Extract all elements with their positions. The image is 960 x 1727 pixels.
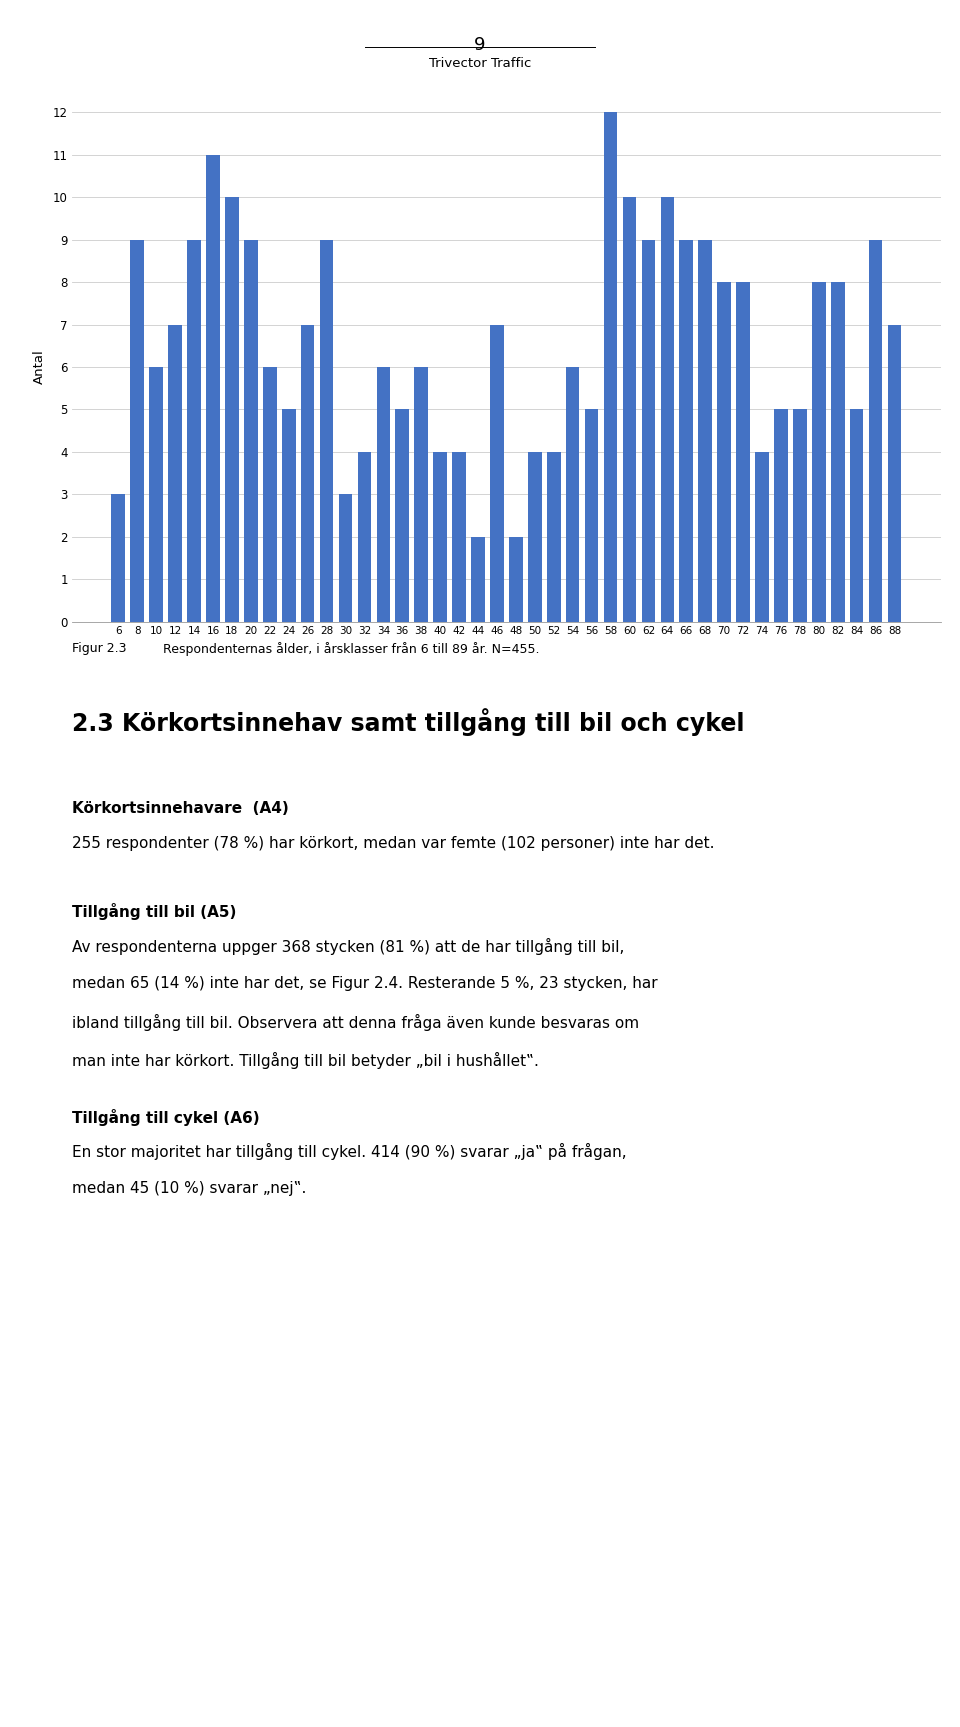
Text: Tillgång till bil (A5): Tillgång till bil (A5) <box>72 903 236 920</box>
Bar <box>131 240 144 622</box>
Text: Figur 2.3: Figur 2.3 <box>72 642 127 656</box>
Text: Av respondenterna uppger 368 stycken (81 %) att de har tillgång till bil,: Av respondenterna uppger 368 stycken (81… <box>72 938 624 955</box>
Bar <box>623 197 636 622</box>
Bar <box>717 282 731 622</box>
Bar <box>660 197 674 622</box>
Bar <box>339 494 352 622</box>
Y-axis label: Antal: Antal <box>33 349 46 385</box>
Bar <box>793 409 806 622</box>
Bar <box>509 537 522 622</box>
Bar <box>869 240 882 622</box>
Text: Tillgång till cykel (A6): Tillgång till cykel (A6) <box>72 1109 259 1126</box>
Bar <box>320 240 333 622</box>
Bar <box>300 325 315 622</box>
Bar <box>565 368 580 622</box>
Text: 2.3 Körkortsinnehav samt tillgång till bil och cykel: 2.3 Körkortsinnehav samt tillgång till b… <box>72 708 745 736</box>
Bar <box>244 240 257 622</box>
Bar <box>812 282 826 622</box>
Bar <box>641 240 656 622</box>
Text: medan 65 (14 %) inte har det, se Figur 2.4. Resterande 5 %, 23 stycken, har: medan 65 (14 %) inte har det, se Figur 2… <box>72 976 658 991</box>
Bar <box>282 409 296 622</box>
Bar <box>888 325 901 622</box>
Bar <box>357 452 372 622</box>
Bar <box>168 325 181 622</box>
Bar <box>433 452 447 622</box>
Text: 9: 9 <box>474 36 486 54</box>
Bar <box>415 368 428 622</box>
Bar <box>604 112 617 622</box>
Text: Respondenternas ålder, i årsklasser från 6 till 89 år. N=455.: Respondenternas ålder, i årsklasser från… <box>163 642 540 656</box>
Bar <box>263 368 276 622</box>
Bar <box>396 409 409 622</box>
Bar <box>150 368 163 622</box>
Bar <box>471 537 485 622</box>
Bar <box>206 155 220 622</box>
Bar <box>491 325 504 622</box>
Bar <box>187 240 201 622</box>
Bar <box>225 197 239 622</box>
Bar <box>774 409 788 622</box>
Bar <box>756 452 769 622</box>
Text: En stor majoritet har tillgång till cykel. 414 (90 %) svarar „ja‟ på frågan,: En stor majoritet har tillgång till cyke… <box>72 1143 627 1161</box>
Bar <box>698 240 712 622</box>
Bar <box>736 282 750 622</box>
Text: Körkortsinnehavare  (A4): Körkortsinnehavare (A4) <box>72 801 289 817</box>
Text: 255 respondenter (78 %) har körkort, medan var femte (102 personer) inte har det: 255 respondenter (78 %) har körkort, med… <box>72 836 714 851</box>
Text: medan 45 (10 %) svarar „nej‟.: medan 45 (10 %) svarar „nej‟. <box>72 1181 306 1197</box>
Text: man inte har körkort. Tillgång till bil betyder „bil i hushållet‟.: man inte har körkort. Tillgång till bil … <box>72 1052 539 1069</box>
Bar <box>528 452 541 622</box>
Text: Trivector Traffic: Trivector Traffic <box>429 57 531 71</box>
Bar <box>452 452 466 622</box>
Bar <box>850 409 863 622</box>
Bar <box>547 452 561 622</box>
Bar <box>585 409 598 622</box>
Text: ibland tillgång till bil. Observera att denna fråga även kunde besvaras om: ibland tillgång till bil. Observera att … <box>72 1014 639 1031</box>
Bar <box>831 282 845 622</box>
Bar <box>680 240 693 622</box>
Bar <box>111 494 125 622</box>
Bar <box>376 368 390 622</box>
